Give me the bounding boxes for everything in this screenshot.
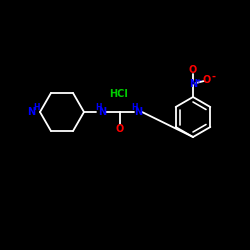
Text: HCl: HCl bbox=[110, 89, 128, 99]
Text: N: N bbox=[98, 107, 106, 117]
Text: N: N bbox=[134, 107, 142, 117]
Text: H: H bbox=[34, 104, 40, 112]
Text: N: N bbox=[27, 107, 35, 117]
Text: +: + bbox=[195, 78, 201, 84]
Text: -: - bbox=[211, 72, 215, 82]
Text: H: H bbox=[95, 104, 101, 112]
Text: H: H bbox=[131, 104, 137, 112]
Text: O: O bbox=[203, 75, 211, 85]
Text: N: N bbox=[189, 79, 197, 89]
Text: O: O bbox=[116, 124, 124, 134]
Text: O: O bbox=[189, 65, 197, 75]
